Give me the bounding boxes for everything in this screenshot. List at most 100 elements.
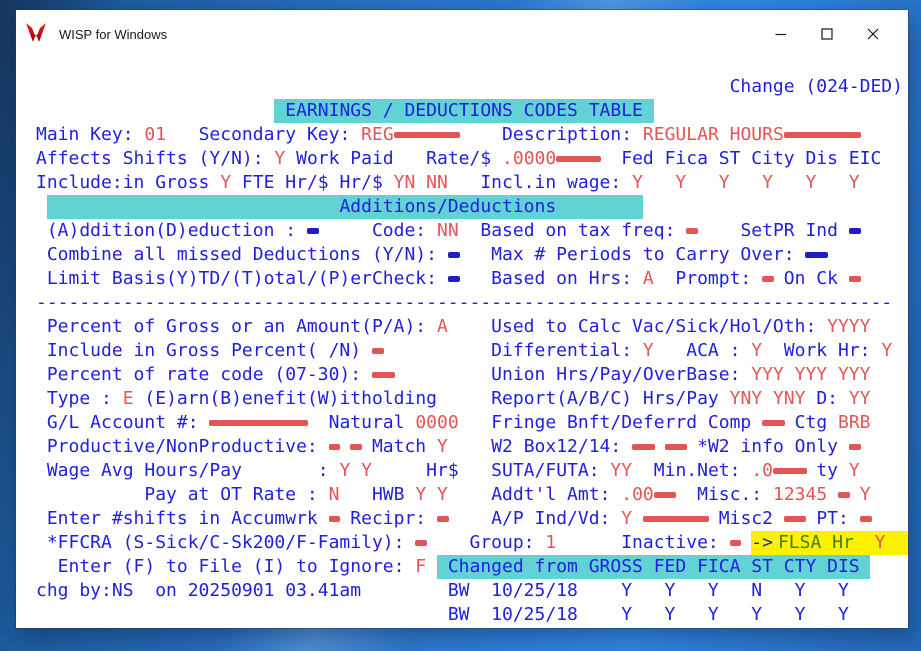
label: [134, 388, 145, 409]
ctg-value[interactable]: BRB: [838, 412, 871, 433]
empty-field-bar[interactable]: [556, 147, 601, 171]
natural-value[interactable]: 0000: [415, 412, 459, 433]
empty-field-bar[interactable]: [848, 267, 861, 291]
label: On Ck: [783, 268, 849, 289]
label: Combine all missed Deductions (Y/N):: [36, 244, 448, 265]
field-value[interactable]: .0000: [502, 148, 557, 169]
field-value[interactable]: .00: [621, 484, 654, 505]
field-value[interactable]: Y: [859, 484, 871, 505]
row-audit-history-2: BW 10/25/18 Y Y Y Y Y Y: [36, 603, 908, 627]
empty-field-bar[interactable]: [838, 483, 850, 507]
field-value[interactable]: Y: [642, 340, 654, 361]
label: [318, 220, 372, 241]
label: Inactive:: [621, 532, 730, 553]
field-value[interactable]: N: [328, 484, 340, 505]
misc-value[interactable]: 12345: [772, 484, 828, 505]
field-value[interactable]: Y: [881, 340, 893, 361]
label: Include in Gross Percent( /N): [36, 340, 372, 361]
group-value[interactable]: 1: [545, 532, 557, 553]
field-value[interactable]: Y: [220, 172, 232, 193]
label: D:: [816, 388, 849, 409]
label: [773, 268, 784, 289]
row-enter-file: Enter (F) to File (I) to Ignore: F Chang…: [36, 555, 908, 579]
titlebar[interactable]: WISP for Windows: [16, 10, 908, 58]
history-entry: BW 10/25/18: [447, 580, 622, 601]
maximize-button[interactable]: [804, 10, 850, 58]
field-value[interactable]: YY: [610, 460, 633, 481]
row-gl-account: G/L Account #: Natural 0000 Fringe Bnft/…: [36, 411, 908, 435]
empty-field-bar[interactable]: [805, 243, 829, 267]
empty-field-bar[interactable]: [306, 219, 319, 243]
label: Incl.in wage:: [480, 172, 633, 193]
window-controls: [758, 10, 896, 58]
empty-field-bar[interactable]: [783, 123, 861, 147]
empty-field-bar[interactable]: [664, 435, 688, 459]
code-value[interactable]: NN: [436, 220, 459, 241]
label: [654, 268, 676, 289]
empty-field-bar[interactable]: [447, 243, 460, 267]
empty-field-bar[interactable]: [447, 267, 460, 291]
empty-field-bar[interactable]: [848, 435, 861, 459]
label: Min.Net:: [653, 460, 752, 481]
type-value[interactable]: E: [122, 388, 134, 409]
field-value[interactable]: Y Y: [415, 484, 448, 505]
empty-field-bar[interactable]: [859, 507, 872, 531]
label: Union Hrs/Pay/OverBase:: [491, 364, 752, 385]
app-logo-icon: [23, 20, 49, 49]
flsa-value[interactable]: Y: [874, 531, 891, 555]
field-value[interactable]: YN NN: [393, 172, 448, 193]
empty-field-bar[interactable]: [653, 483, 677, 507]
field-value[interactable]: A: [642, 268, 654, 289]
field-value[interactable]: YYY YYY YYY: [751, 364, 871, 385]
field-value[interactable]: .0: [751, 460, 773, 481]
field-value[interactable]: Y: [436, 436, 448, 457]
label: [890, 531, 908, 555]
field-value[interactable]: Y: [621, 508, 633, 529]
empty-field-bar[interactable]: [848, 219, 861, 243]
label: Fringe Bnft/Deferrd Comp: [491, 412, 763, 433]
empty-field-bar[interactable]: [328, 435, 341, 459]
field-value[interactable]: Y Y: [339, 460, 372, 481]
field-value[interactable]: YYYY: [827, 316, 871, 337]
empty-field-bar[interactable]: [762, 411, 785, 435]
empty-field-bar[interactable]: [415, 531, 428, 555]
empty-field-bar[interactable]: [783, 507, 807, 531]
field-value[interactable]: Y Y Y Y Y Y: [632, 172, 860, 193]
empty-field-bar[interactable]: [436, 507, 449, 531]
audit-info: chg by:NS on 20250901 03.41am: [36, 580, 362, 601]
label: [339, 436, 350, 457]
empty-field-bar[interactable]: [632, 435, 655, 459]
label: [600, 148, 622, 169]
main-key-value[interactable]: 01: [144, 124, 167, 145]
row-audit-history-1: chg by:NS on 20250901 03.41am BW 10/25/1…: [36, 579, 908, 603]
label: [448, 436, 491, 457]
empty-field-bar[interactable]: [371, 363, 395, 387]
minimize-button[interactable]: [758, 10, 804, 58]
empty-field-bar[interactable]: [762, 267, 774, 291]
label: [448, 316, 491, 337]
empty-field-bar[interactable]: [642, 507, 709, 531]
empty-field-bar[interactable]: [350, 435, 363, 459]
field-value[interactable]: YY: [848, 388, 871, 409]
label: [632, 508, 643, 529]
empty-field-bar[interactable]: [328, 507, 341, 531]
empty-field-bar[interactable]: [686, 219, 699, 243]
label: [36, 604, 448, 625]
empty-field-bar[interactable]: [773, 459, 807, 483]
field-value[interactable]: YNY YNY: [729, 388, 806, 409]
field-value[interactable]: Y: [751, 340, 763, 361]
empty-field-bar[interactable]: [209, 411, 308, 435]
description-value[interactable]: REGULAR HOURS: [642, 124, 784, 145]
field-value[interactable]: Y: [848, 460, 860, 481]
file-ignore-value[interactable]: F: [415, 556, 427, 577]
label: Addt'l Amt:: [491, 484, 622, 505]
field-value[interactable]: Y: [274, 148, 286, 169]
row-include-gross: Include:in Gross Y FTE Hr/$ Hr/$ YN NN I…: [36, 171, 908, 195]
label: Report(A/B/C) Hrs/Pay: [491, 388, 730, 409]
empty-field-bar[interactable]: [393, 123, 460, 147]
secondary-key-value[interactable]: REG: [361, 124, 394, 145]
empty-field-bar[interactable]: [371, 339, 384, 363]
close-button[interactable]: [850, 10, 896, 58]
field-value[interactable]: A: [436, 316, 448, 337]
empty-field-bar[interactable]: [729, 531, 742, 555]
